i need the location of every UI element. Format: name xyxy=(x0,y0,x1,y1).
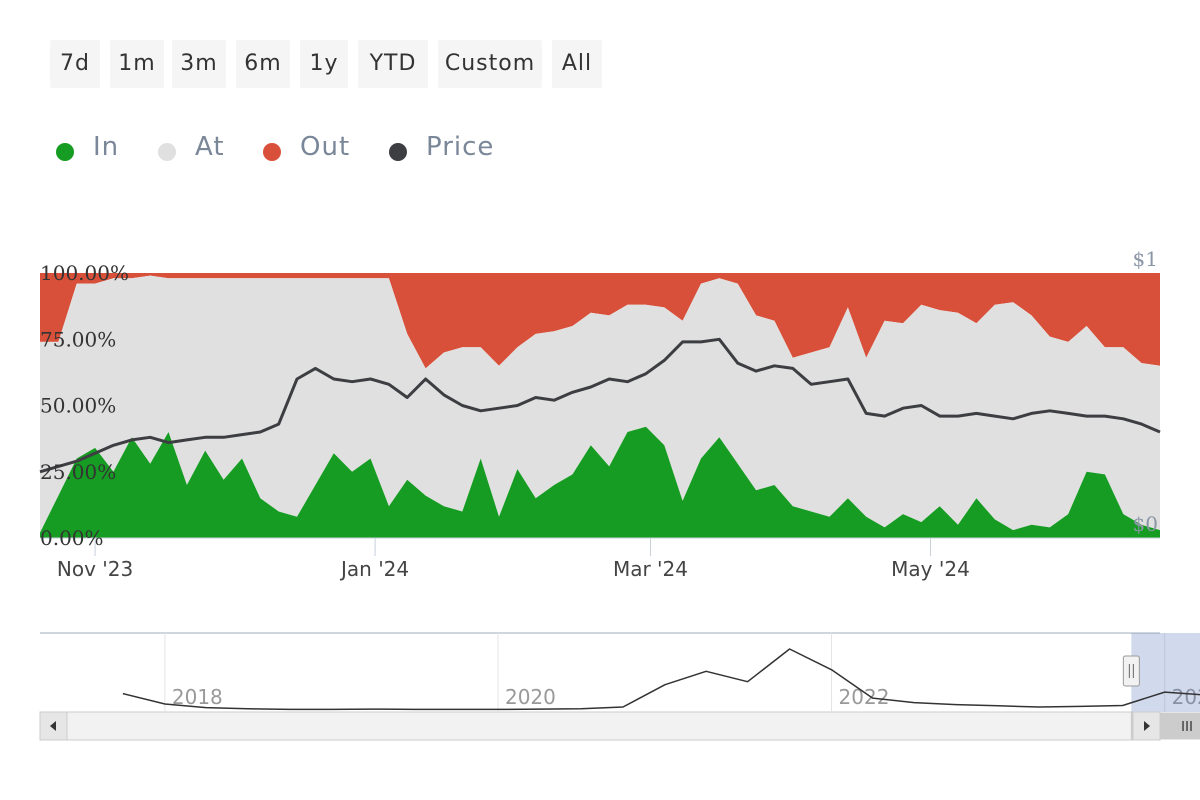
area-at xyxy=(40,275,1160,533)
y-tick-label: 100.00% xyxy=(40,261,129,285)
chevron-left-icon xyxy=(50,721,56,731)
y-right-tick-label: $1 xyxy=(1133,247,1158,271)
y-tick-label: 25.00% xyxy=(40,460,116,484)
area-out xyxy=(40,273,1160,369)
navigator: 2018202020222024 xyxy=(39,632,1200,741)
x-tick-label: Mar '24 xyxy=(613,557,688,581)
x-tick-label: May '24 xyxy=(891,557,970,581)
range-button-7d[interactable]: 7d xyxy=(50,40,100,88)
x-tick-label: Nov '23 xyxy=(57,557,133,581)
range-button-6m[interactable]: 6m xyxy=(236,40,290,88)
scroll-right-button[interactable] xyxy=(1132,711,1161,741)
scroll-left-button[interactable] xyxy=(39,711,68,741)
range-button-all[interactable]: All xyxy=(552,40,602,88)
range-button-ytd[interactable]: YTD xyxy=(358,40,428,88)
y-right-tick-label: $0 xyxy=(1133,512,1158,536)
chart-axes: 0.00% 25.00% 50.00% 75.00% 100.00% $1 $0 Nov '2… xyxy=(40,247,1160,581)
legend-label-price: Price xyxy=(426,132,495,162)
legend-item-out[interactable]: Out xyxy=(257,128,367,172)
legend-dot-out xyxy=(263,143,281,161)
navigator-handle-left[interactable] xyxy=(1122,655,1140,687)
range-button-3m[interactable]: 3m xyxy=(172,40,226,88)
legend-item-in[interactable]: In xyxy=(50,128,130,172)
legend-label-in: In xyxy=(93,132,120,162)
navigator-tick-label: 2022 xyxy=(839,685,890,709)
price-line xyxy=(39,337,1161,474)
legend-dot-price xyxy=(389,143,407,161)
x-tick-label: Jan '24 xyxy=(339,557,409,581)
navigator-series-group xyxy=(122,633,1200,712)
navigator-tick-label: 2024 xyxy=(1172,685,1200,709)
price-series-group xyxy=(39,337,1161,474)
y-tick-label: 0.00% xyxy=(40,526,104,550)
legend-label-out: Out xyxy=(300,132,351,162)
range-button-custom[interactable]: Custom xyxy=(438,40,542,88)
navigator-tick-label: 2020 xyxy=(505,685,556,709)
area-series-group xyxy=(40,273,1160,538)
legend-item-at[interactable]: At xyxy=(152,128,242,172)
ownership-chart: 0.00% 25.00% 50.00% 75.00% 100.00% $1 $0 Nov '2… xyxy=(39,247,1161,581)
y-tick-label: 50.00% xyxy=(40,394,116,418)
range-button-1m[interactable]: 1m xyxy=(110,40,164,88)
chevron-right-icon xyxy=(1144,721,1150,731)
legend-dot-at xyxy=(158,143,176,161)
scrollbar-track[interactable] xyxy=(39,711,1161,741)
legend-dot-in xyxy=(56,143,74,161)
navigator-controls xyxy=(39,655,1200,741)
navigator-grid: 2018202020222024 xyxy=(39,632,1200,741)
legend-label-at: At xyxy=(195,132,225,162)
area-in xyxy=(40,426,1160,538)
y-tick-label: 75.00% xyxy=(40,327,116,351)
navigator-price-line xyxy=(122,648,1200,711)
range-button-1y[interactable]: 1y xyxy=(300,40,348,88)
legend-item-price[interactable]: Price xyxy=(383,128,513,172)
